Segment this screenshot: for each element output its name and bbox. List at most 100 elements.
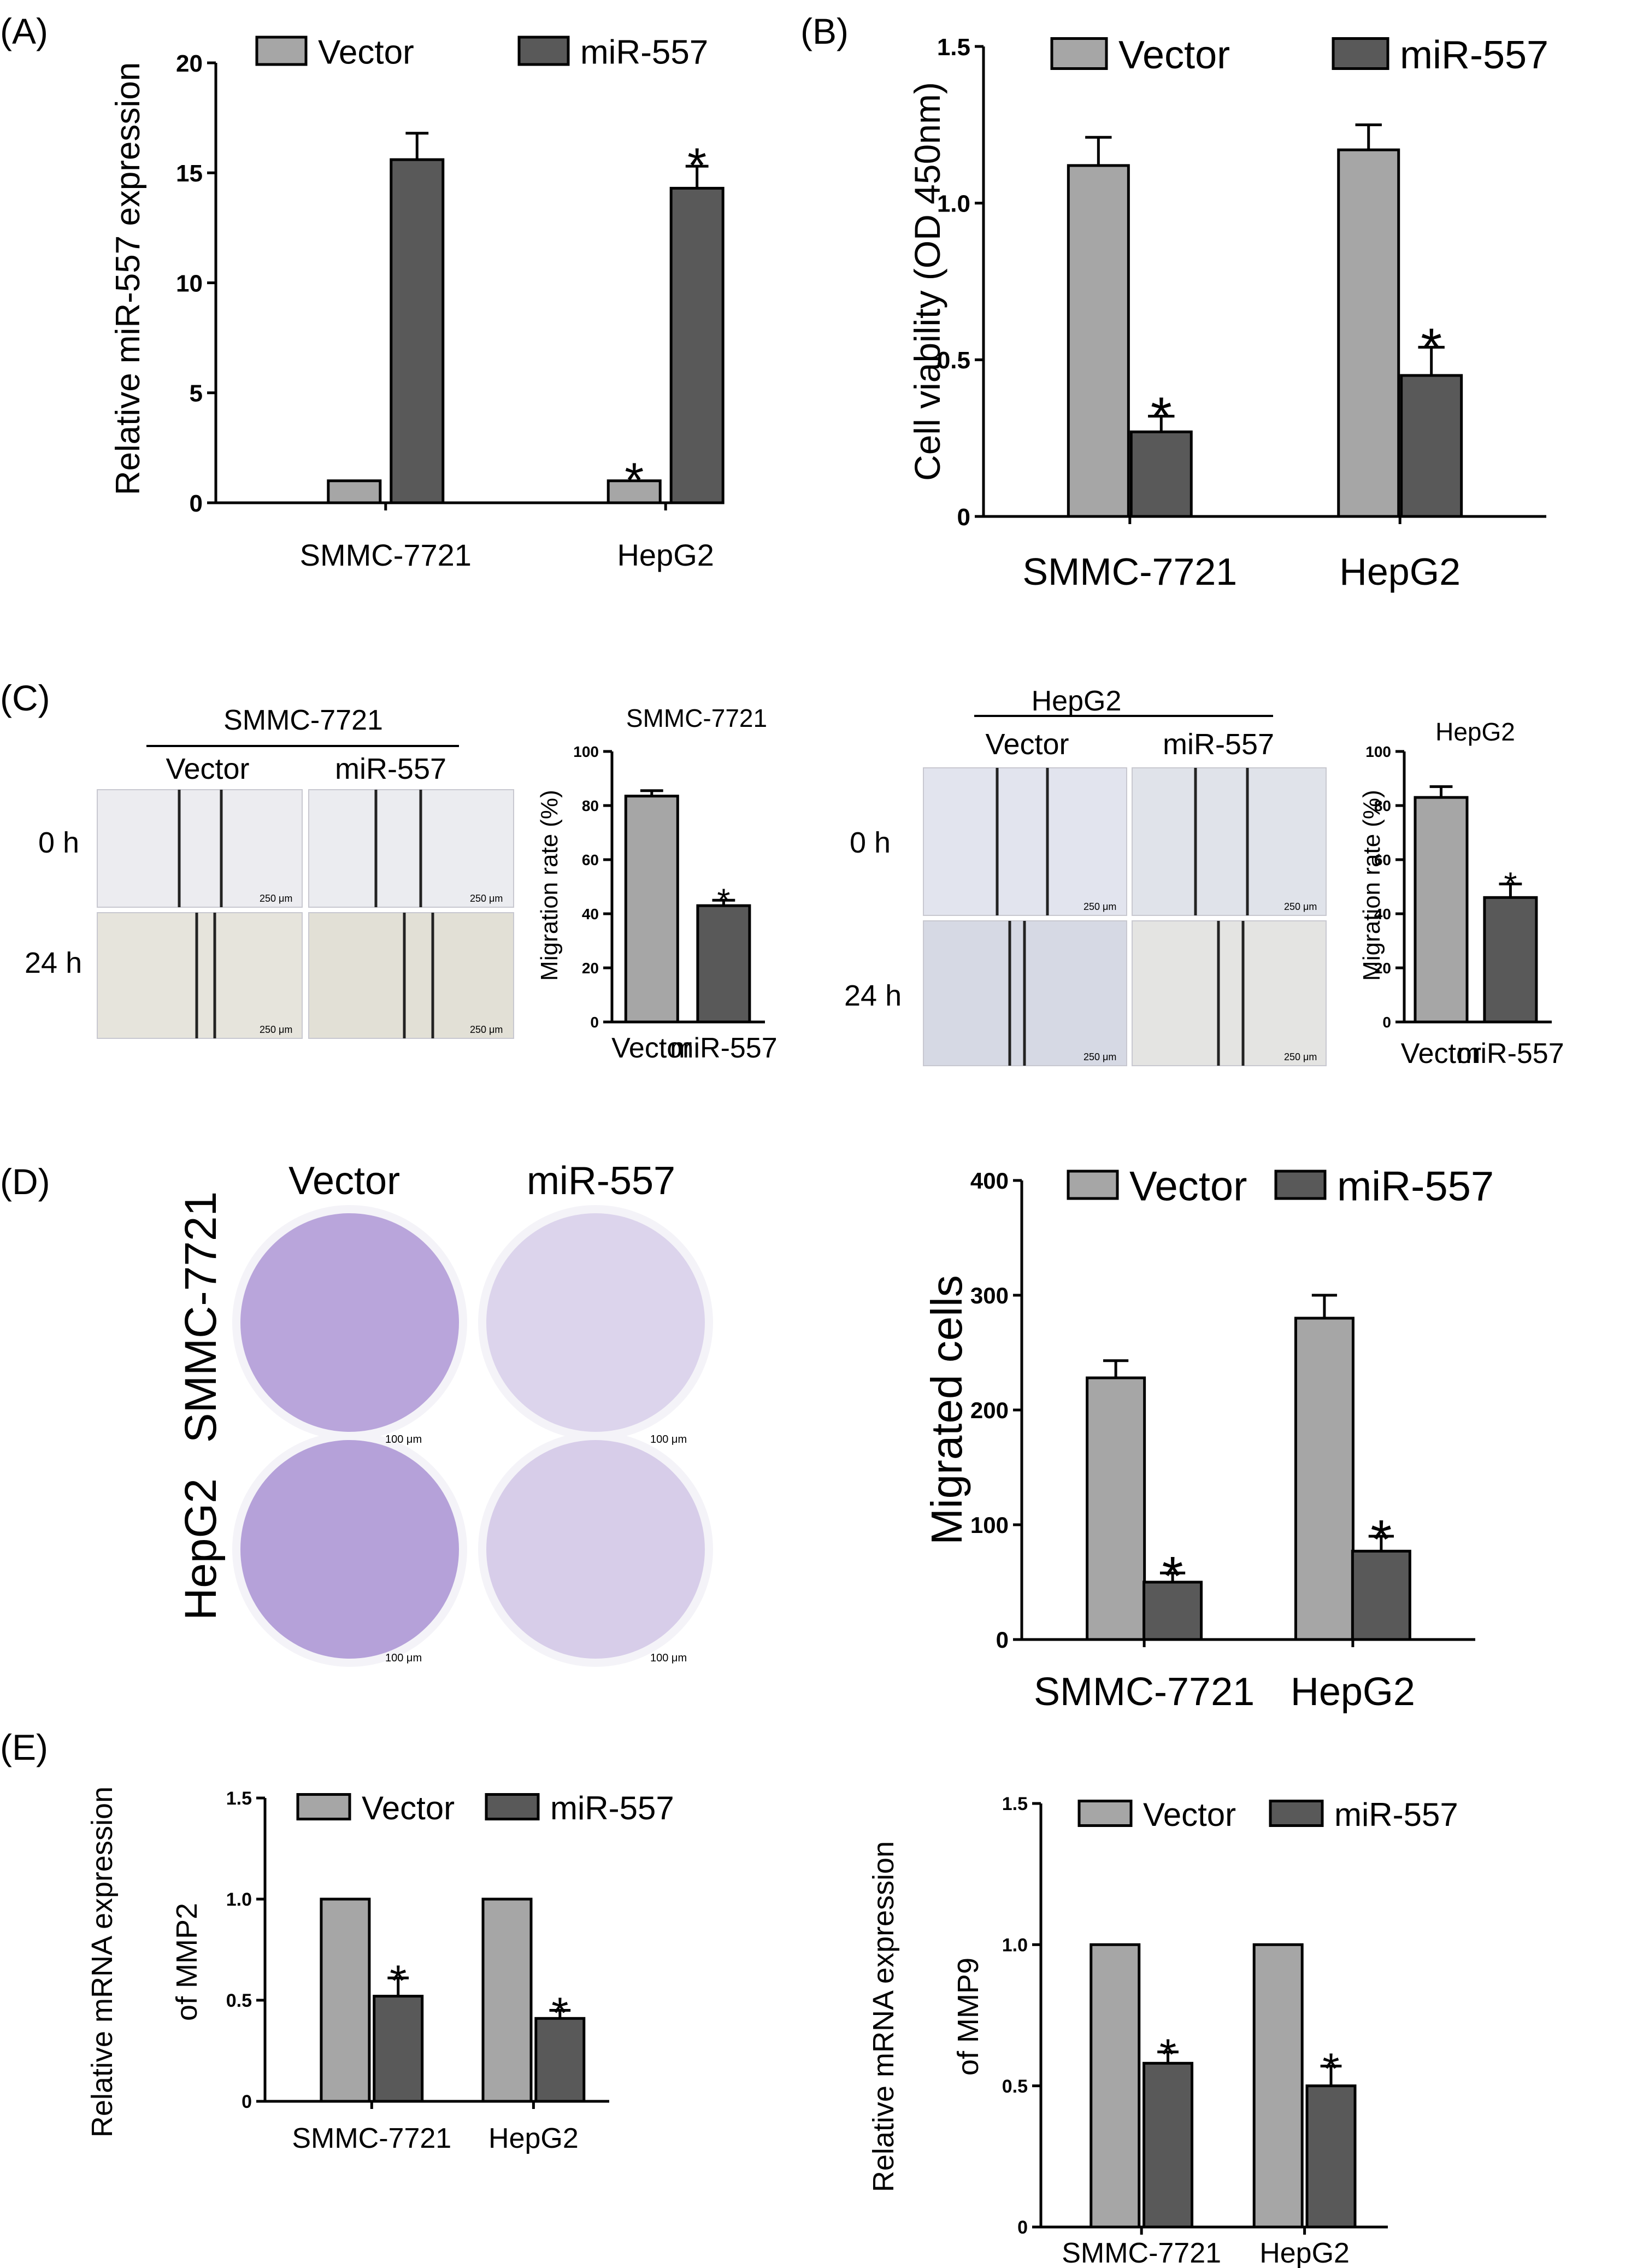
y-tick-label: 15 [176, 160, 203, 187]
legend-label-vector: Vector [318, 34, 414, 72]
transwell-smmc-mir [478, 1205, 713, 1440]
bar-mir557 [1143, 1580, 1203, 1641]
panel-label-a: (A) [0, 11, 48, 51]
y-tick-label: 1.0 [937, 191, 970, 218]
micrograph-smmc-mir-0h [308, 789, 514, 908]
scratch-row-0h: 0 h [850, 826, 891, 859]
scale-bar-label: 100 μm [385, 1652, 422, 1664]
chart-c-smmc-migration: 0 20 40 60 80 100 Migration rate (%) SMMC-7721 V… [536, 704, 778, 1064]
scale-bar-label: 250 μm [1083, 1051, 1116, 1062]
legend-swatch-mir557 [485, 1793, 540, 1820]
significance-star: * [1159, 2030, 1176, 2079]
y-tick-label: 0 [957, 504, 970, 531]
bar-mir557 [1143, 2061, 1194, 2229]
legend-swatch-mir557 [1269, 1800, 1324, 1827]
y-axis-label: Cell viability (OD 450nm) [907, 82, 947, 481]
y-tick-label: 20 [582, 960, 599, 977]
significance-star: * [1151, 386, 1172, 448]
stain-sparse [486, 1213, 705, 1432]
panel-label-b: (B) [800, 11, 849, 51]
legend-label-mir557: miR-557 [1334, 1796, 1458, 1833]
y-tick-label: 100 [970, 1512, 1009, 1538]
y-tick-label: 1.0 [226, 1889, 252, 1910]
y-tick-label: 0.5 [1002, 2076, 1028, 2097]
scratch-col-vector: Vector [166, 753, 249, 785]
significance-star: * [1322, 2044, 1339, 2093]
micrograph-smmc-vector-24h [97, 912, 303, 1039]
y-axis-label: Relative miR-557 expression [109, 62, 147, 496]
y-tick-label: 5 [190, 380, 203, 407]
y-tick-label: 1.5 [937, 34, 970, 61]
significance-star: * [687, 139, 706, 193]
legend-label-mir557: miR-557 [580, 34, 708, 72]
x-tick-label: miR-557 [670, 1032, 778, 1064]
panel-label-c: (C) [0, 678, 50, 718]
y-tick-label: 0.5 [937, 347, 970, 374]
y-tick-label: 1.0 [1002, 1935, 1028, 1956]
y-tick-label: 40 [1374, 906, 1391, 923]
legend-swatch-vector [255, 36, 308, 66]
bar-vector [481, 1897, 533, 2103]
y-axis-label: Relative mRNA expression [86, 1787, 119, 2137]
scratch-grid-smmc: SMMC-7721 Vector miR-557 0 h 24 h 250 μm… [25, 704, 514, 1039]
stain-dense [240, 1213, 459, 1432]
scale-bar-label: 250 μm [470, 893, 503, 904]
y-tick-label: 0 [242, 2091, 252, 2112]
bar-mir557 [669, 186, 725, 504]
transwell-row-hepg2: HepG2 [176, 1478, 226, 1620]
micrograph-smmc-vector-0h [97, 789, 303, 908]
scale-bar-label: 250 μm [1284, 901, 1317, 912]
y-tick-label: 60 [582, 851, 599, 868]
scale-bar-label: 100 μm [650, 1433, 687, 1446]
scale-bar-label: 250 μm [260, 893, 292, 904]
bar-mir557 [1305, 2084, 1357, 2229]
legend-swatch-vector [1067, 1170, 1119, 1200]
legend-swatch-vector [1077, 1800, 1133, 1827]
scale-bar-label: 100 μm [650, 1652, 687, 1664]
bar-vector [327, 479, 382, 504]
legend-swatch-mir557 [517, 36, 570, 66]
legend-swatch-mir557 [1332, 37, 1389, 70]
bar-mir557 [696, 904, 751, 1024]
scratch-row-24h: 24 h [25, 947, 82, 979]
x-tick-label: SMMC-7721 [1022, 550, 1237, 593]
micrograph-hepg2-mir-0h [1132, 767, 1327, 916]
bar-vector [1337, 148, 1400, 518]
panel-label-e: (E) [0, 1727, 48, 1767]
y-tick-label: 400 [970, 1168, 1009, 1194]
y-tick-label: 80 [582, 797, 599, 814]
y-axis-label: Migration rate (%) [1358, 790, 1385, 981]
chart-e-mmp9: 0 0.5 1.0 1.5 Relative mRNA expression of MMP… [867, 1794, 1458, 2268]
y-tick-label: 0 [1382, 1014, 1391, 1031]
scratch-col-mir: miR-557 [335, 753, 446, 785]
transwell-row-smmc: SMMC-7721 [176, 1191, 226, 1443]
transwell-smmc-vector [232, 1205, 467, 1440]
panel-label-d: (D) [0, 1161, 50, 1202]
significance-star: * [1421, 317, 1442, 378]
x-tick-label: SMMC-7721 [1034, 1670, 1255, 1714]
transwell-grid: Vector miR-557 SMMC-7721 HepG2 100 μm 10… [176, 1159, 713, 1667]
chart-title: HepG2 [1435, 718, 1515, 746]
x-tick-label: HepG2 [488, 2123, 579, 2154]
x-tick-label: SMMC-7721 [1062, 2237, 1221, 2268]
legend-swatch-vector [1050, 37, 1108, 70]
scale-bar-label: 250 μm [470, 1024, 503, 1035]
scratch-grid-hepg2: HepG2 Vector miR-557 0 h 24 h 250 μm 250… [844, 685, 1327, 1066]
y-tick-label: 0 [590, 1014, 599, 1031]
y-tick-label: 80 [1374, 797, 1391, 814]
scale-bar-label: 250 μm [1083, 901, 1116, 912]
bar-vector [1294, 1317, 1355, 1641]
chart-d-migrated-cells: 0 100 200 300 400 Migrated cells * SMMC-7721 * He… [922, 1164, 1494, 1714]
transwell-col-mir: miR-557 [527, 1159, 675, 1203]
y-tick-label: 60 [1374, 851, 1391, 868]
significance-star: * [1504, 866, 1517, 904]
chart-b-cell-viability: 0 0.5 1.0 1.5 Cell viability (OD 450nm) * SMMC… [907, 33, 1548, 593]
scale-bar-label: 250 μm [260, 1024, 292, 1035]
bar-mir557 [373, 1995, 424, 2103]
scratch-col-mir: miR-557 [1163, 728, 1274, 761]
scratch-group-title: SMMC-7721 [223, 704, 383, 736]
y-tick-label: 100 [1365, 743, 1391, 760]
chart-c-hepg2-migration: 0 20 40 60 80 100 Migration rate (%) HepG2 Vecto… [1358, 718, 1564, 1070]
bar-vector [1414, 796, 1469, 1024]
